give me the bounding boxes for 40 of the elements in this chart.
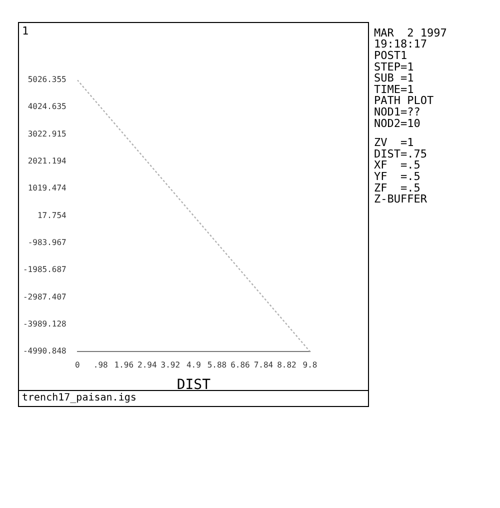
x-tick-label: .98 <box>93 360 108 370</box>
x-tick-label: 0 <box>74 360 80 370</box>
y-tick-label: -3989.128 <box>22 320 67 329</box>
text: POST1 <box>374 48 408 62</box>
y-tick-label: 3022.915 <box>28 129 67 138</box>
y-tick-label: -4990.848 <box>22 346 67 356</box>
text: NOD1=?? <box>374 105 420 118</box>
y-tick-label: -983.967 <box>28 238 67 248</box>
text: ZF =.5 <box>374 181 420 194</box>
y-tick-label: 1019.474 <box>28 184 67 193</box>
x-tick-label: 5.88 <box>207 360 227 370</box>
x-tick-label: 9.8 <box>302 360 318 370</box>
text: SUB =1 <box>374 72 414 85</box>
text: trench17_paisan.igs <box>22 392 136 404</box>
text: MAR 2 1997 <box>374 26 447 40</box>
x-tick-label: 6.86 <box>230 360 250 370</box>
text: STEP=1 <box>374 60 414 74</box>
x-tick-label: 4.9 <box>186 360 202 370</box>
x-tick-label: 3.92 <box>160 360 180 370</box>
text: Z-BUFFER <box>374 192 428 206</box>
x-tick-label: 7.84 <box>254 360 274 370</box>
text: PATH PLOT <box>374 94 434 108</box>
y-tick-label: 2021.194 <box>28 156 67 166</box>
y-tick-label: 5026.355 <box>28 75 67 84</box>
x-tick-label: 1.96 <box>114 360 134 370</box>
text: 19:18:17 <box>374 38 427 51</box>
text: 1 <box>22 24 29 38</box>
y-tick-label: 4024.635 <box>28 102 67 112</box>
text: NOD2=10 <box>374 116 420 130</box>
text: XF =.5 <box>374 158 420 172</box>
x-axis-title: DIST <box>176 377 212 394</box>
text: DIST=.75 <box>374 147 427 160</box>
text: YF =.5 <box>374 170 420 183</box>
y-tick-label: -2987.407 <box>22 292 67 302</box>
text: TIME=1 <box>374 82 414 96</box>
y-tick-label: -1985.687 <box>22 265 67 274</box>
y-tick-label: 17.754 <box>37 210 67 220</box>
text: ZV =1 <box>374 136 414 150</box>
x-tick-label: 8.82 <box>277 360 297 370</box>
x-tick-label: 2.94 <box>138 360 157 370</box>
